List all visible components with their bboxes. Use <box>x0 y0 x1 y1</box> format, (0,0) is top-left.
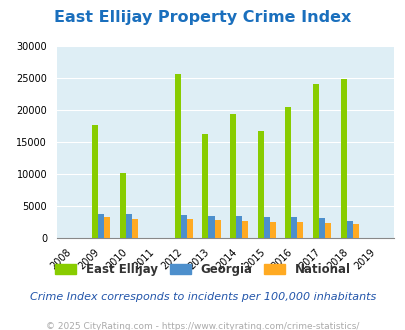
Bar <box>125 214 131 238</box>
Bar <box>285 107 291 238</box>
Bar <box>202 134 208 238</box>
Bar <box>257 131 263 238</box>
Text: Crime Index corresponds to incidents per 100,000 inhabitants: Crime Index corresponds to incidents per… <box>30 292 375 302</box>
Bar <box>230 114 236 238</box>
Bar <box>269 222 275 238</box>
Bar <box>119 173 125 238</box>
Bar <box>175 74 180 238</box>
Bar <box>241 221 247 238</box>
Bar <box>214 220 220 238</box>
Bar <box>318 218 324 238</box>
Bar <box>208 216 214 238</box>
Bar <box>131 219 137 238</box>
Bar <box>98 214 104 238</box>
Bar <box>236 216 242 238</box>
Bar <box>297 222 303 238</box>
Bar <box>186 219 192 238</box>
Bar <box>291 217 297 238</box>
Bar <box>352 224 358 238</box>
Legend: East Ellijay, Georgia, National: East Ellijay, Georgia, National <box>50 258 355 281</box>
Bar <box>312 84 318 238</box>
Bar <box>104 217 110 238</box>
Bar <box>340 80 346 238</box>
Bar <box>180 215 186 238</box>
Bar <box>92 125 98 238</box>
Text: © 2025 CityRating.com - https://www.cityrating.com/crime-statistics/: © 2025 CityRating.com - https://www.city… <box>46 322 359 330</box>
Bar <box>263 217 269 238</box>
Bar <box>346 221 352 238</box>
Text: East Ellijay Property Crime Index: East Ellijay Property Crime Index <box>54 10 351 25</box>
Bar <box>324 223 330 238</box>
